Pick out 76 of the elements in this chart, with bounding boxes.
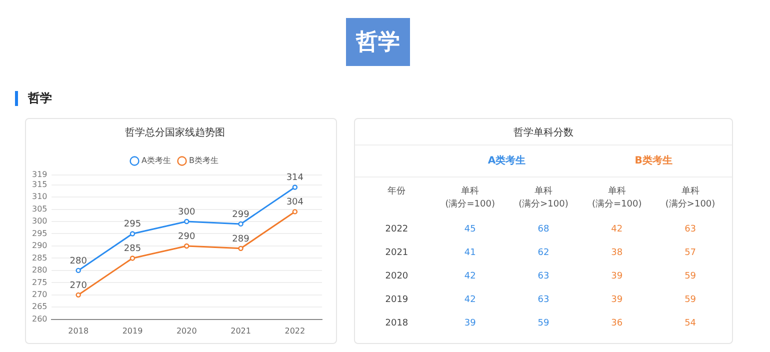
y-tick-label: 315 xyxy=(32,180,48,189)
point xyxy=(184,243,190,249)
data-label: 304 xyxy=(286,198,304,208)
x-tick-label: 2022 xyxy=(284,326,306,336)
data-label: 68 xyxy=(538,224,550,234)
x-tick-label: 2018 xyxy=(68,326,89,336)
point xyxy=(238,221,244,227)
data-label: 42 xyxy=(464,271,476,282)
text: 哲学 xyxy=(15,91,52,106)
data-label: 285 xyxy=(124,244,142,254)
data-label: 45 xyxy=(464,224,476,234)
point xyxy=(76,268,81,274)
y-tick-label: 319 xyxy=(32,170,48,180)
point xyxy=(238,246,244,252)
data-label: 39 xyxy=(611,271,623,282)
legend-label: B类考生 xyxy=(188,156,218,166)
data-label: 280 xyxy=(70,256,88,266)
x-tick-label: 2019 xyxy=(122,326,143,336)
point xyxy=(130,256,136,261)
y-tick-label: 270 xyxy=(32,290,48,300)
y-tick-label: 305 xyxy=(32,204,48,214)
data-label: 59 xyxy=(538,318,550,328)
data-label: 63 xyxy=(538,294,550,305)
y-tick-label: 2018 xyxy=(385,318,408,328)
point xyxy=(76,292,81,298)
y-tick-label: 290 xyxy=(32,241,48,250)
x-tick-label: 单科 (满分=100) xyxy=(592,185,642,210)
data-label: 54 xyxy=(684,318,696,328)
chart-title: 哲学总分国家线趋势图 xyxy=(125,126,225,139)
y-tick-label: 280 xyxy=(32,266,48,275)
data-label: 39 xyxy=(611,294,623,305)
y-tick-label: 2019 xyxy=(385,294,408,305)
y-tick-label: 295 xyxy=(32,228,48,238)
data-label: 42 xyxy=(611,224,623,234)
y-tick-label: 2020 xyxy=(385,271,408,282)
text: B类考生 xyxy=(634,154,672,167)
y-tick-label: 310 xyxy=(32,192,48,202)
data-label: 59 xyxy=(684,294,696,305)
data-label: 41 xyxy=(464,248,476,258)
data-label: 63 xyxy=(538,271,550,282)
data-label: 290 xyxy=(178,232,196,242)
data-label: 57 xyxy=(684,248,696,258)
data-label: 59 xyxy=(684,271,696,282)
data-label: 300 xyxy=(178,207,196,218)
text: 哲学 xyxy=(346,18,410,66)
y-tick-label: 2022 xyxy=(385,224,408,234)
y-axis-title: 年份 xyxy=(388,185,406,196)
x-tick-label: 单科 (满分>100) xyxy=(665,185,716,210)
y-tick-label: 260 xyxy=(32,314,48,324)
data-label: 42 xyxy=(464,294,476,305)
data-label: 270 xyxy=(70,280,88,291)
data-label: 314 xyxy=(286,173,304,184)
data-label: 299 xyxy=(232,210,250,220)
x-tick-label: 2020 xyxy=(176,326,197,336)
y-tick-label: 275 xyxy=(32,278,48,287)
y-tick-label: 285 xyxy=(32,253,48,262)
x-tick-label: 单科 (满分=100) xyxy=(445,185,495,210)
point xyxy=(184,218,190,224)
data-label: 36 xyxy=(611,318,623,328)
chart-title: 哲学单科分数 xyxy=(514,126,574,139)
y-tick-label: 300 xyxy=(32,216,48,226)
point xyxy=(292,184,298,190)
x-tick-label: 单科 (满分>100) xyxy=(518,185,568,210)
data-label: 63 xyxy=(684,224,696,234)
data-label: 62 xyxy=(538,248,550,258)
point xyxy=(130,231,136,236)
y-tick-label: 265 xyxy=(32,302,48,312)
data-label: 39 xyxy=(464,318,476,328)
data-label: 38 xyxy=(611,248,623,258)
data-label: 295 xyxy=(124,220,142,230)
legend-label: A类考生 xyxy=(142,156,172,166)
text: A类考生 xyxy=(488,154,526,167)
data-label: 289 xyxy=(232,234,250,244)
point xyxy=(292,209,298,214)
y-tick-label: 2021 xyxy=(385,248,408,258)
x-tick-label: 2021 xyxy=(230,326,251,336)
